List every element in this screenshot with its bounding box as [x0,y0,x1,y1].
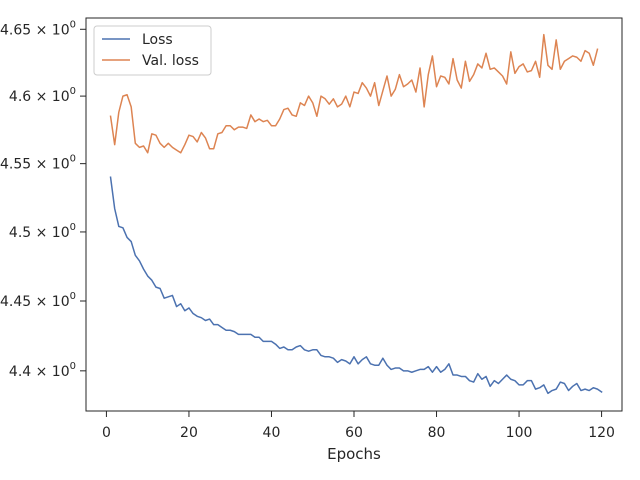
x-tick-label: 80 [428,425,446,441]
axes-layer: 0 20 40 60 80 100 120 4.4 × 100 4.45 × 100 4.5 × … [0,17,623,441]
series-layer [109,33,603,395]
plot-area [86,18,622,411]
x-axis-label: Epochs [327,445,381,463]
x-tick-label: 100 [506,425,533,441]
x-tick-label: 120 [588,425,615,441]
x-tick-label: 60 [345,425,363,441]
y-tick-label: 4.6 × 100 [9,86,76,105]
plot-background [86,18,622,411]
x-tick-label: 20 [180,425,198,441]
y-tick-label: 4.4 × 100 [9,361,76,380]
y-tick-label: 4.55 × 100 [0,154,76,173]
x-tick-label: 40 [263,425,281,441]
y-tick-label: 4.65 × 100 [0,19,76,38]
y-tick-label: 4.45 × 100 [0,291,76,310]
y-tick-label: 4.5 × 100 [9,222,76,241]
series-line-2 [109,33,599,154]
series-line-1 [109,176,603,395]
legend-label-1: Loss [142,32,173,48]
legend: Loss Val. loss [93,25,212,76]
legend-label-2: Val. loss [142,53,199,69]
x-tick-label: 0 [102,425,111,441]
